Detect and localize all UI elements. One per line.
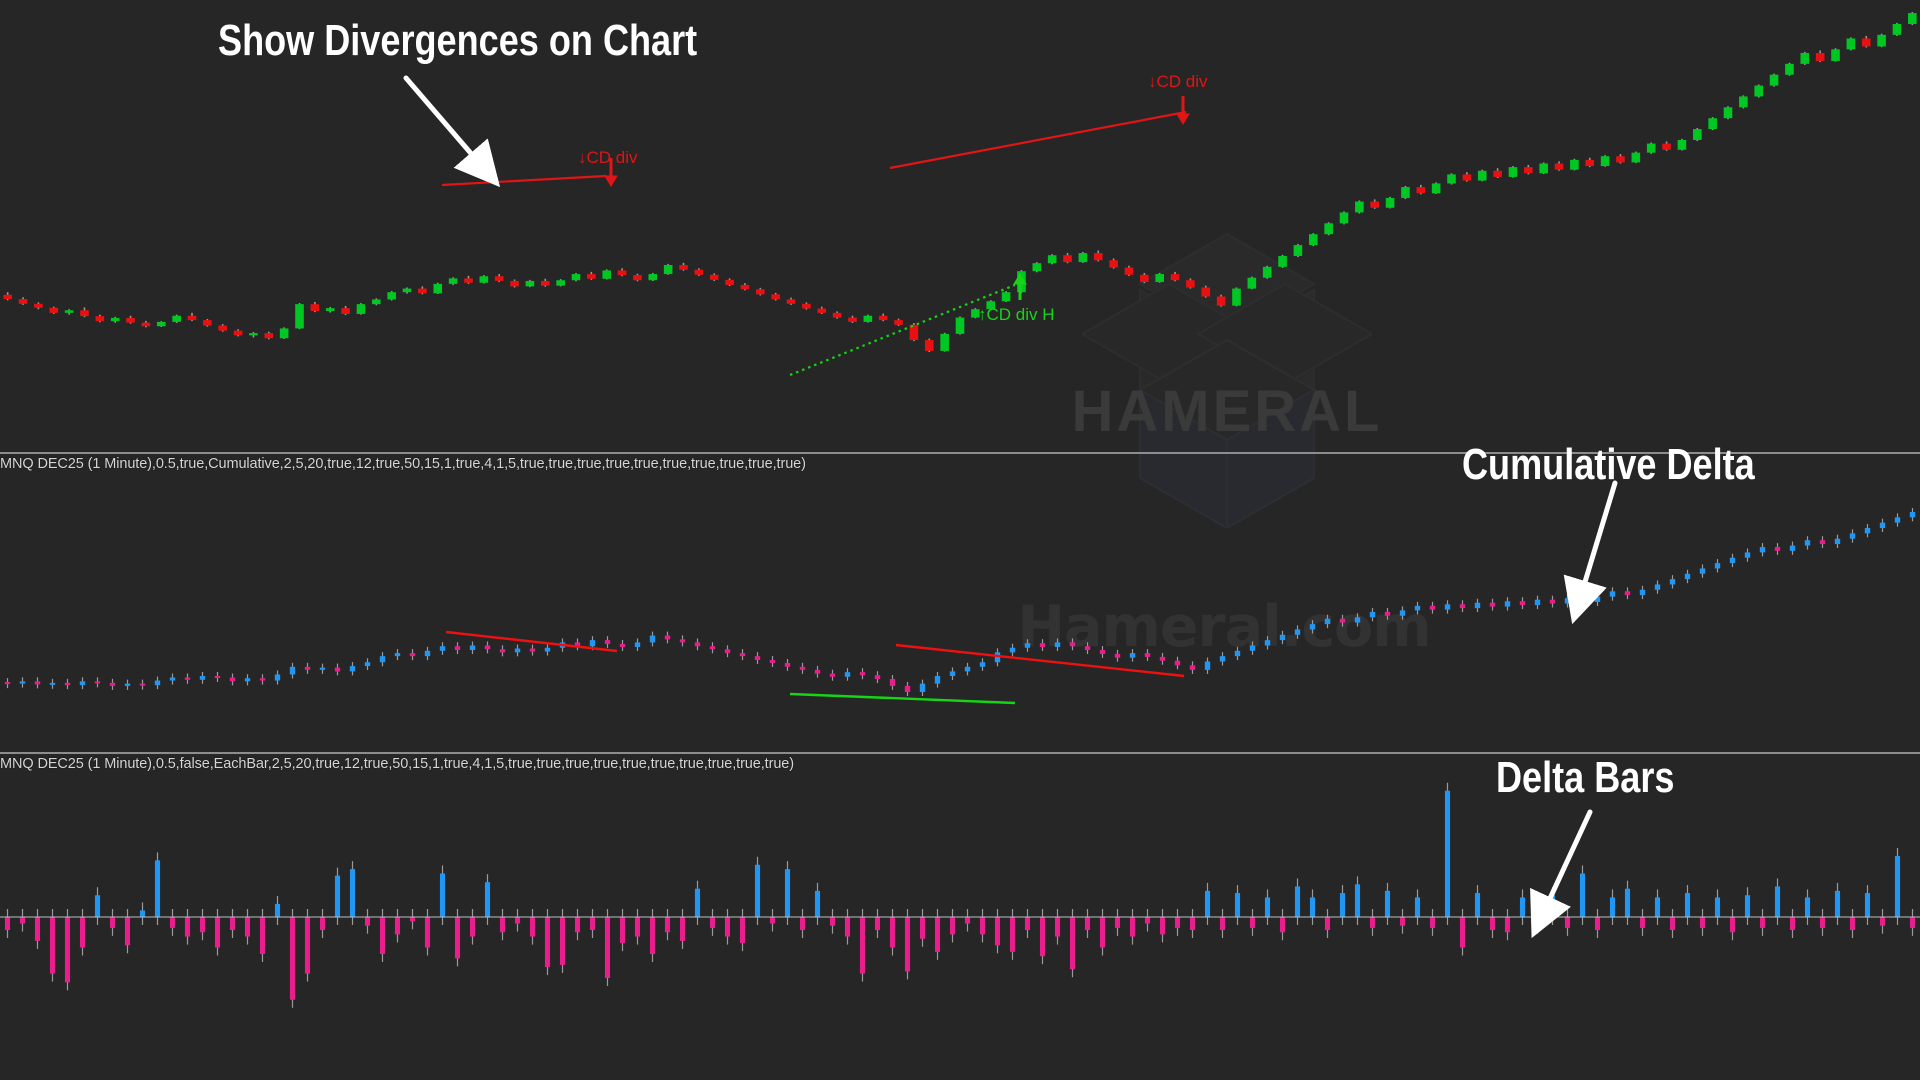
bear-divergence-label-2: ↓CD div xyxy=(1148,72,1208,91)
cumulative-delta-panel-label: MNQ DEC25 (1 Minute),0.5,true,Cumulative… xyxy=(0,456,806,472)
annotation-delta-bars: Delta Bars xyxy=(1496,753,1675,802)
delta-bars-panel[interactable] xyxy=(0,752,1920,1080)
annotation-show-divergences: Show Divergences on Chart xyxy=(218,16,698,65)
delta-bars-canvas xyxy=(0,782,1920,1008)
panel-separator-1 xyxy=(0,452,1920,454)
bear-divergence-label-1: ↓CD div xyxy=(578,148,638,167)
panel-separator-2 xyxy=(0,752,1920,754)
divergence-arrow-glyphs xyxy=(604,96,1190,300)
annotation-cumulative-delta: Cumulative Delta xyxy=(1462,440,1755,489)
price-candlestick-panel[interactable] xyxy=(0,0,1920,452)
bull-divergence-label-1: ↑CD div H xyxy=(978,305,1055,324)
cumulative-delta-canvas xyxy=(4,508,1916,705)
cumulative-delta-panel[interactable] xyxy=(0,452,1920,752)
delta-bars-panel-label: MNQ DEC25 (1 Minute),0.5,false,EachBar,2… xyxy=(0,756,794,772)
